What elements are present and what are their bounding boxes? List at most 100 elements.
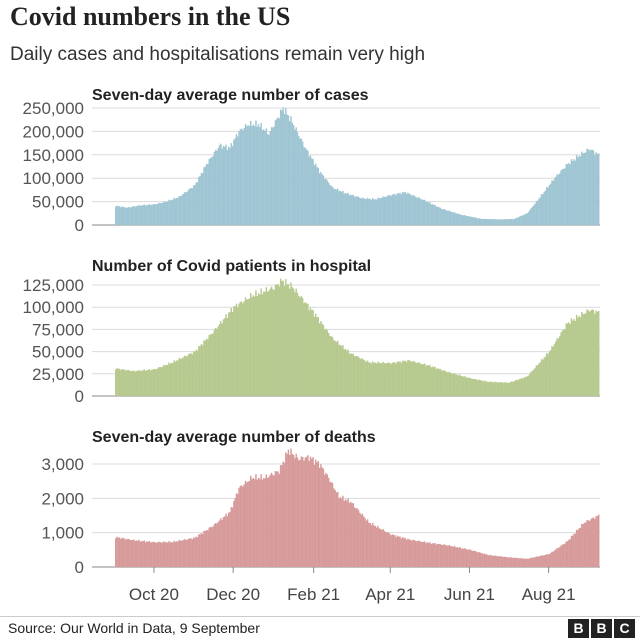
bar: [462, 215, 465, 225]
bar: [316, 462, 318, 567]
bar: [176, 197, 178, 225]
bar: [422, 364, 425, 396]
bar: [164, 365, 166, 396]
y-tick-label: 25,000: [32, 365, 84, 384]
bar: [435, 206, 438, 225]
bar: [153, 204, 156, 225]
bar: [453, 373, 456, 396]
bar: [427, 202, 430, 225]
bar: [290, 282, 292, 396]
bar: [146, 369, 148, 396]
bar: [322, 325, 325, 396]
bar: [281, 280, 283, 396]
bar: [372, 522, 374, 567]
bar: [163, 541, 165, 567]
bar: [330, 185, 332, 225]
bar: [456, 213, 458, 225]
bar: [391, 194, 393, 225]
bar: [312, 159, 314, 225]
bar: [553, 550, 556, 567]
bar: [334, 188, 336, 225]
bar: [235, 493, 238, 567]
bar: [396, 193, 399, 225]
bar: [368, 199, 370, 225]
bar: [178, 539, 181, 567]
bar: [453, 545, 456, 567]
bar: [239, 301, 242, 396]
bar: [312, 457, 314, 567]
bar: [234, 138, 236, 225]
bar: [482, 219, 484, 225]
bar: [192, 185, 195, 225]
panel-title: Seven-day average number of deaths: [92, 429, 376, 446]
bar: [413, 361, 416, 396]
bar: [155, 369, 157, 396]
bar: [120, 538, 122, 567]
bar: [434, 204, 436, 225]
bar: [455, 213, 457, 225]
bar: [400, 194, 403, 225]
bar: [507, 557, 509, 567]
bar: [469, 216, 471, 225]
x-tick-label: Feb 21: [287, 585, 340, 604]
bar: [151, 542, 153, 567]
bar: [523, 214, 526, 225]
bar: [365, 520, 368, 567]
bar: [115, 538, 117, 567]
bar: [443, 370, 445, 396]
bar: [321, 467, 323, 567]
bar: [399, 361, 401, 396]
bar: [286, 114, 288, 225]
bar: [253, 479, 256, 567]
bar: [531, 370, 534, 396]
bar: [357, 196, 360, 225]
bar: [360, 198, 362, 225]
bar: [424, 541, 426, 567]
bar: [579, 527, 582, 567]
bar: [449, 211, 452, 225]
bar: [127, 207, 130, 225]
bar: [204, 530, 207, 567]
bar: [360, 359, 362, 396]
bar: [575, 314, 578, 396]
bar: [411, 195, 413, 225]
bar: [469, 549, 471, 567]
bar: [326, 474, 329, 567]
bar: [189, 353, 191, 396]
bar: [498, 219, 500, 225]
bar: [183, 355, 186, 396]
bar: [383, 196, 386, 225]
bar: [526, 376, 529, 396]
bar: [146, 204, 148, 225]
bar: [379, 528, 382, 567]
bar: [549, 553, 552, 567]
bar: [394, 535, 396, 567]
bar: [466, 377, 469, 396]
bar: [466, 549, 469, 567]
bar: [338, 344, 340, 396]
bar: [531, 206, 534, 225]
bar: [339, 344, 342, 396]
bar: [268, 290, 270, 396]
bar: [473, 378, 475, 396]
bar: [291, 453, 294, 567]
bar: [178, 357, 181, 396]
bar: [220, 320, 222, 396]
bar: [198, 346, 200, 396]
bar: [204, 340, 207, 396]
bar: [187, 189, 190, 225]
bar: [304, 147, 306, 225]
bar: [168, 362, 170, 396]
bar: [551, 180, 553, 225]
bar: [124, 369, 126, 396]
bar: [562, 544, 565, 567]
bar: [375, 527, 378, 567]
bar: [305, 303, 308, 396]
bar: [442, 370, 444, 396]
bar: [377, 361, 379, 396]
bar: [214, 522, 217, 567]
bar: [225, 314, 227, 396]
bar: [369, 362, 371, 396]
bar: [473, 550, 475, 567]
bar: [208, 334, 210, 396]
